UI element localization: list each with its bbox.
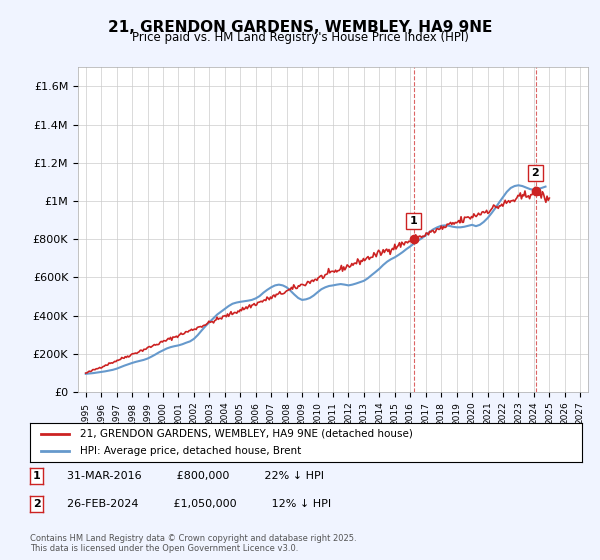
Text: 2: 2	[532, 168, 539, 178]
Text: 21, GRENDON GARDENS, WEMBLEY, HA9 9NE (detached house): 21, GRENDON GARDENS, WEMBLEY, HA9 9NE (d…	[80, 429, 413, 439]
Text: 1: 1	[410, 216, 417, 226]
Text: 1: 1	[33, 471, 40, 481]
Text: HPI: Average price, detached house, Brent: HPI: Average price, detached house, Bren…	[80, 446, 301, 456]
Text: 31-MAR-2016          £800,000          22% ↓ HPI: 31-MAR-2016 £800,000 22% ↓ HPI	[60, 471, 324, 481]
Text: Price paid vs. HM Land Registry's House Price Index (HPI): Price paid vs. HM Land Registry's House …	[131, 31, 469, 44]
Text: 2: 2	[33, 499, 40, 509]
Text: Contains HM Land Registry data © Crown copyright and database right 2025.
This d: Contains HM Land Registry data © Crown c…	[30, 534, 356, 553]
Text: 26-FEB-2024          £1,050,000          12% ↓ HPI: 26-FEB-2024 £1,050,000 12% ↓ HPI	[60, 499, 331, 509]
Text: 21, GRENDON GARDENS, WEMBLEY, HA9 9NE: 21, GRENDON GARDENS, WEMBLEY, HA9 9NE	[108, 20, 492, 35]
